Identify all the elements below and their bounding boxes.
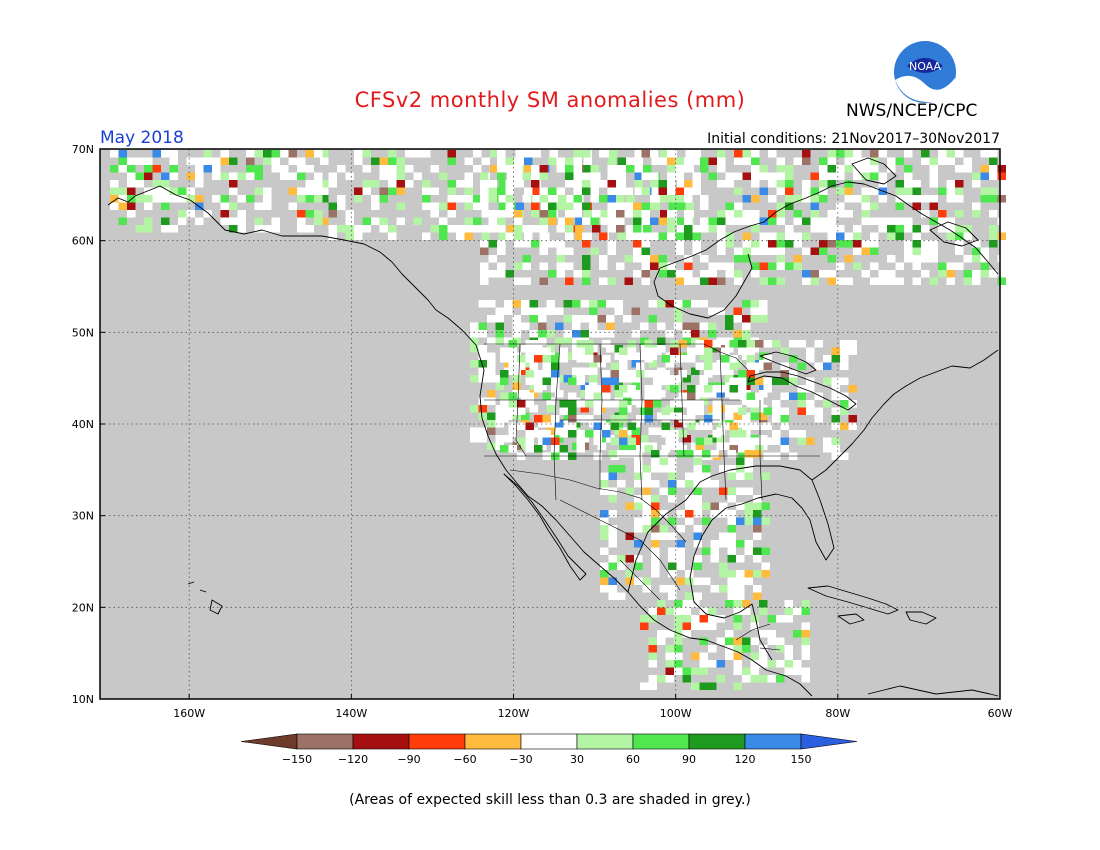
colorbar-label: 150 (791, 753, 812, 766)
colorbar-label: −90 (397, 753, 420, 766)
coastlines (107, 157, 999, 697)
colorbar-label: −60 (453, 753, 476, 766)
lon-label: 140W (335, 707, 367, 720)
lat-label: 40N (72, 418, 94, 431)
lon-label: 60W (988, 707, 1013, 720)
lon-label: 100W (660, 707, 692, 720)
lat-label: 60N (72, 235, 94, 248)
colorbar-label: 30 (570, 753, 584, 766)
colorbar-label: −30 (509, 753, 532, 766)
colorbar-box (632, 733, 690, 750)
map-title: CFSv2 monthly SM anomalies (mm) (354, 88, 746, 112)
colorbar-box (352, 733, 410, 750)
lat-label: 10N (72, 693, 94, 706)
longitude-labels: 160W 140W 120W 100W 80W 60W (173, 694, 1013, 720)
colorbar-box (464, 733, 522, 750)
colorbar-box (744, 733, 802, 750)
lon-label: 160W (173, 707, 205, 720)
forecast-period: May 2018 (100, 128, 184, 148)
colorbar-label: −120 (338, 753, 368, 766)
latitude-labels: 10N 20N 30N 40N 50N 60N 70N (72, 143, 105, 706)
colorbar-arrow-high (800, 733, 858, 750)
lat-label: 50N (72, 326, 94, 339)
skill-footnote: (Areas of expected skill less than 0.3 a… (349, 792, 751, 808)
political-borders (484, 343, 820, 651)
colorbar-box (520, 733, 578, 750)
lon-label: 80W (825, 707, 850, 720)
initial-conditions: Initial conditions: 21Nov2017–30Nov2017 (707, 131, 1000, 147)
colorbar-box (688, 733, 746, 750)
colorbar-label: 90 (682, 753, 696, 766)
colorbar-label: 120 (735, 753, 756, 766)
graticule (100, 149, 1000, 699)
noaa-logo-icon: NOAA (894, 41, 956, 103)
lat-label: 70N (72, 143, 94, 156)
colorbar-box (408, 733, 466, 750)
colorbar-box (576, 733, 634, 750)
lat-label: 20N (72, 601, 94, 614)
colorbar-label: −150 (282, 753, 312, 766)
lon-label: 120W (498, 707, 530, 720)
lat-label: 30N (72, 510, 94, 523)
colorbar-arrow-low (240, 733, 298, 750)
agency-label: NWS/NCEP/CPC (846, 101, 978, 121)
noaa-logo-text: NOAA (909, 60, 942, 73)
colorbar-box (296, 733, 354, 750)
colorbar-label: 60 (626, 753, 640, 766)
